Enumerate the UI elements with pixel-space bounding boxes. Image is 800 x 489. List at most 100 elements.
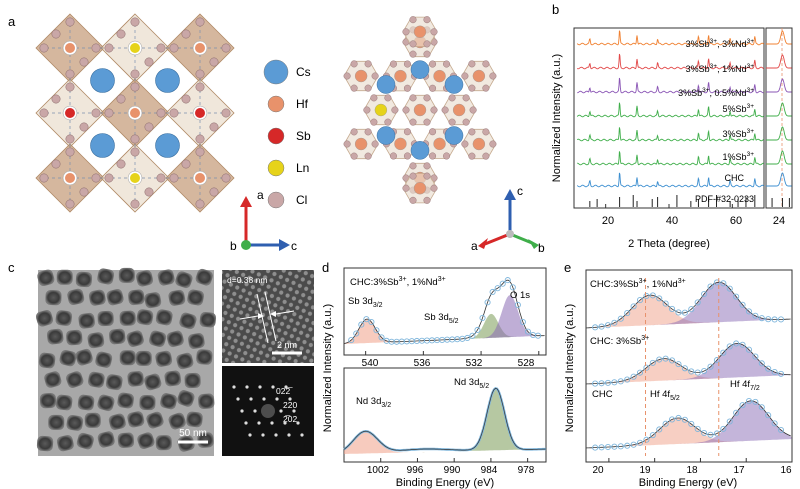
nanoparticle [88, 289, 106, 306]
cl-atom [79, 57, 89, 67]
atom-legend: Cs Hf Sb Ln Cl [263, 59, 311, 209]
xps-peak-sb3d32 [344, 319, 546, 344]
cl-atom [195, 134, 205, 144]
cl-atom [403, 60, 411, 68]
xrd-curves [576, 30, 792, 188]
xps-e-data-point [726, 343, 733, 350]
xps-e-data-point [752, 312, 759, 319]
fft-spot [240, 409, 244, 413]
cl-atom [429, 84, 437, 92]
xps-e-data-point [771, 369, 778, 376]
cl-atom [429, 152, 437, 160]
cl-atom [423, 118, 431, 126]
nanoparticle [109, 328, 126, 345]
hf-legend-label: Hf [296, 97, 309, 111]
hf-atom [394, 69, 407, 83]
hf-atom [413, 181, 427, 195]
cl-atom [65, 147, 75, 157]
xps-e-data-point [592, 444, 599, 451]
panel-letter-e: e [564, 260, 571, 275]
hf-atom [130, 108, 140, 118]
xrd-inset-series-6 [766, 150, 792, 165]
xps-e-peak-hf72-3 [586, 400, 792, 448]
xps-e-data-point [604, 443, 612, 451]
nanoparticle [105, 374, 123, 391]
xps-data-point [378, 334, 385, 341]
cl-atom [116, 159, 126, 169]
nanoparticle [128, 289, 145, 306]
nanoparticle [37, 269, 55, 287]
fft-spot [271, 385, 275, 389]
cl-atom [350, 152, 358, 160]
cl-atom [461, 140, 469, 148]
xps-e-data-point [669, 305, 676, 312]
xps-e-data-point [733, 340, 740, 347]
axes-left: a b c [230, 188, 297, 253]
xps-e-data-point [649, 292, 656, 299]
cl-atom [65, 134, 75, 144]
cl-atom [116, 29, 126, 39]
cl-atom [181, 159, 191, 169]
cs-legend-label: Cs [296, 65, 311, 79]
xrd-label-series-7: CHC [725, 173, 745, 183]
xps-peak-nd3d52 [344, 388, 546, 454]
xrd-series-1 [576, 30, 765, 46]
xps-e-data-point [611, 379, 618, 386]
xrd-xtick-60: 60 [730, 215, 742, 227]
nanoparticle [175, 271, 193, 289]
cl-atom [195, 17, 205, 27]
xrd-series-6 [577, 151, 764, 166]
cl-atom [343, 72, 351, 80]
nanoparticle [168, 289, 186, 306]
panel-c: c 50 nm d=0.38 nm 2 nm 022̅ 220 2̅02 [8, 260, 314, 456]
xps-e-data-point [752, 353, 759, 360]
xps-d-top-tick-532: 532 [466, 358, 483, 369]
xps-e-data-point [739, 402, 746, 409]
cl-atom [468, 84, 476, 92]
hf-atom [452, 103, 466, 117]
xps-e-peak-hf52-3 [586, 418, 792, 448]
nanoparticle [87, 371, 105, 388]
cl-atom [430, 106, 438, 114]
xps-e-data-point [617, 315, 624, 322]
nanoparticle [149, 330, 167, 347]
xps-e-data-point [694, 299, 701, 306]
cl-atom [443, 60, 451, 68]
xps-e-data-point [777, 370, 785, 377]
nanoparticle [177, 435, 195, 452]
cl-atom [364, 152, 372, 160]
xps-data-point [524, 328, 532, 335]
cl-atom [402, 28, 410, 36]
xps-e-peak-hf52-2 [586, 358, 792, 384]
tem-scale-label: 50 nm [179, 428, 207, 439]
xrd-xtick-24: 24 [773, 215, 785, 227]
cl-atom [65, 199, 75, 209]
xps-e-tick-19: 19 [639, 465, 651, 476]
xps-e-data-point [707, 283, 714, 290]
cl-atom [468, 128, 476, 136]
cl-atom [448, 94, 456, 102]
cl-atom [130, 82, 140, 92]
xps-data-point [535, 332, 542, 339]
xps-data-point [509, 284, 516, 291]
xps-data-point [348, 337, 355, 344]
xps-d-xlabel: Binding Energy (eV) [396, 477, 494, 489]
cs-legend-icon [263, 59, 289, 85]
xps-peak-o1s [344, 295, 546, 344]
xps-e-data-point [611, 319, 618, 326]
cl-atom [130, 17, 140, 27]
fft-spot [244, 421, 248, 425]
nanoparticle [168, 412, 186, 430]
xps-e-data-point [617, 443, 624, 450]
nanoparticle [144, 373, 162, 391]
xrd-label-series-3: 3%Sb3+, 0.5%Nd3+ [678, 87, 754, 98]
cl-atom [221, 43, 231, 53]
xps-d-bot-tick-990: 990 [444, 465, 461, 476]
xps-e-data-point [777, 316, 785, 323]
panel-letter-d: d [322, 260, 329, 275]
cl-atom [371, 72, 379, 80]
xps-envelope-bot [343, 387, 547, 451]
nanoparticle [195, 268, 213, 286]
xps-e-data-point [688, 420, 695, 427]
fft-spot [232, 385, 236, 389]
